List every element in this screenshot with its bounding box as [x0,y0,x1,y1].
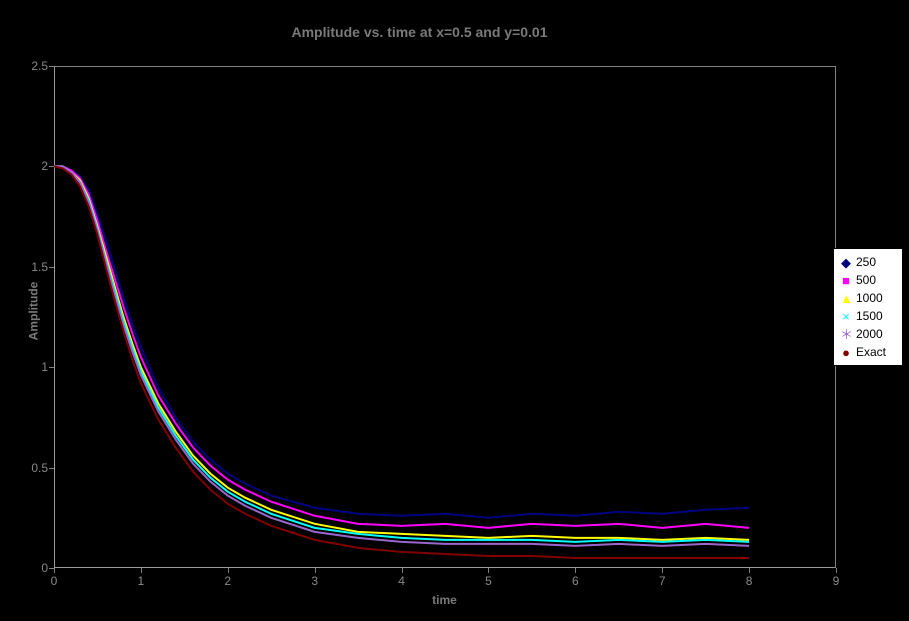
y-tick-label: 1.5 [12,260,48,274]
legend-item: ＊ 2000 [840,327,896,341]
series-line-Exact [54,166,749,558]
legend-marker-icon: ■ [840,274,852,287]
legend-label: Exact [856,345,886,359]
y-tick-mark [49,66,54,67]
series-line-1000 [54,166,749,539]
legend-label: 1500 [856,309,883,323]
legend-label: 250 [856,255,876,269]
x-tick-label: 4 [398,574,405,588]
y-tick-mark [49,367,54,368]
chart-title: Amplitude vs. time at x=0.5 and y=0.01 [0,24,839,40]
legend-item: ● Exact [840,345,896,359]
x-tick-label: 0 [51,574,58,588]
series-line-250 [54,166,749,517]
x-tick-mark [575,568,576,573]
legend-item: × 1500 [840,309,896,323]
x-tick-mark [662,568,663,573]
plot-area: 00.511.522.50123456789 [54,66,836,568]
legend-item: ◆ 250 [840,255,896,269]
x-tick-label: 8 [746,574,753,588]
series-line-500 [54,166,749,527]
legend-label: 2000 [856,327,883,341]
x-tick-mark [836,568,837,573]
series-line-2000 [54,166,749,546]
x-tick-label: 9 [833,574,840,588]
legend-marker-icon: ● [840,346,852,359]
x-tick-label: 7 [659,574,666,588]
legend-marker-icon: ◆ [840,256,852,269]
legend-label: 500 [856,273,876,287]
y-tick-label: 2 [12,159,48,173]
legend-item: ■ 500 [840,273,896,287]
y-tick-mark [49,267,54,268]
x-tick-mark [228,568,229,573]
series-line-1500 [54,166,749,541]
chart-container: Amplitude vs. time at x=0.5 and y=0.01 A… [0,0,909,621]
y-tick-label: 0 [12,561,48,575]
y-tick-mark [49,166,54,167]
x-tick-mark [749,568,750,573]
x-tick-label: 2 [224,574,231,588]
chart-svg [54,66,836,568]
x-tick-label: 6 [572,574,579,588]
legend-item: ▲ 1000 [840,291,896,305]
y-tick-label: 1 [12,360,48,374]
y-tick-label: 2.5 [12,59,48,73]
y-tick-mark [49,468,54,469]
x-tick-label: 1 [138,574,145,588]
legend: ◆ 250 ■ 500 ▲ 1000 × 1500 ＊ 2000 ● Exact [833,248,903,366]
legend-label: 1000 [856,291,883,305]
x-tick-label: 5 [485,574,492,588]
x-tick-mark [54,568,55,573]
legend-marker-icon: ＊ [840,328,852,341]
legend-marker-icon: ▲ [840,292,852,305]
x-axis-label: time [50,593,839,607]
legend-marker-icon: × [840,310,852,323]
y-axis-label: Amplitude [26,281,40,340]
y-tick-label: 0.5 [12,461,48,475]
x-tick-mark [402,568,403,573]
x-tick-mark [488,568,489,573]
x-tick-label: 3 [311,574,318,588]
x-tick-mark [315,568,316,573]
x-tick-mark [141,568,142,573]
